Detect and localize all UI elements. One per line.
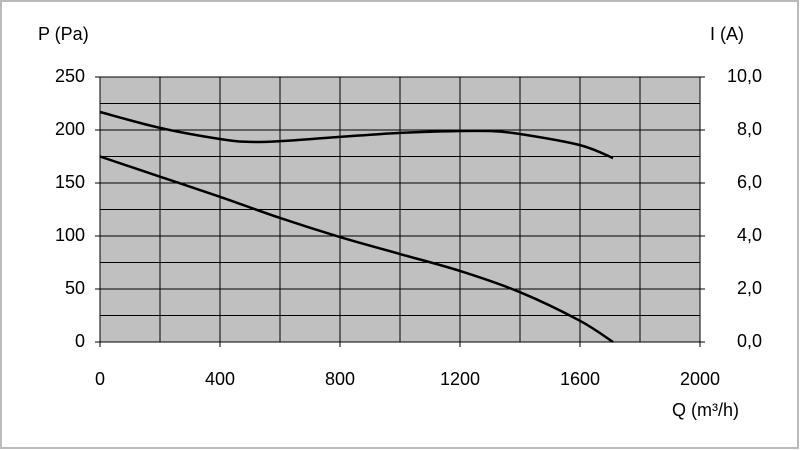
y-tick-label: 250	[55, 66, 85, 86]
y2-tick-label: 2,0	[737, 278, 762, 298]
series-line	[99, 155, 614, 344]
y2-tick-label: 6,0	[737, 172, 762, 192]
y-tick-label: 100	[55, 225, 85, 245]
y-tick-label: 150	[55, 172, 85, 192]
x-tick-label: 1600	[560, 369, 600, 389]
y2-axis-label: I (A)	[710, 24, 744, 44]
y-tick-label: 200	[55, 119, 85, 139]
x-axis-label: Q (m³/h)	[672, 400, 739, 420]
x-tick-label: 1200	[440, 369, 480, 389]
x-tick-label: 800	[325, 369, 355, 389]
y2-tick-label: 10,0	[727, 66, 762, 86]
x-tick-label: 2000	[680, 369, 720, 389]
y-tick-label: 0	[75, 331, 85, 351]
x-tick-label: 400	[205, 369, 235, 389]
y2-tick-label: 4,0	[737, 225, 762, 245]
series-line	[99, 110, 614, 160]
x-tick-label: 0	[95, 369, 105, 389]
y-axis-label: P (Pa)	[38, 24, 89, 44]
y2-tick-label: 8,0	[737, 119, 762, 139]
y-tick-label: 50	[65, 278, 85, 298]
y2-tick-label: 0,0	[737, 331, 762, 351]
